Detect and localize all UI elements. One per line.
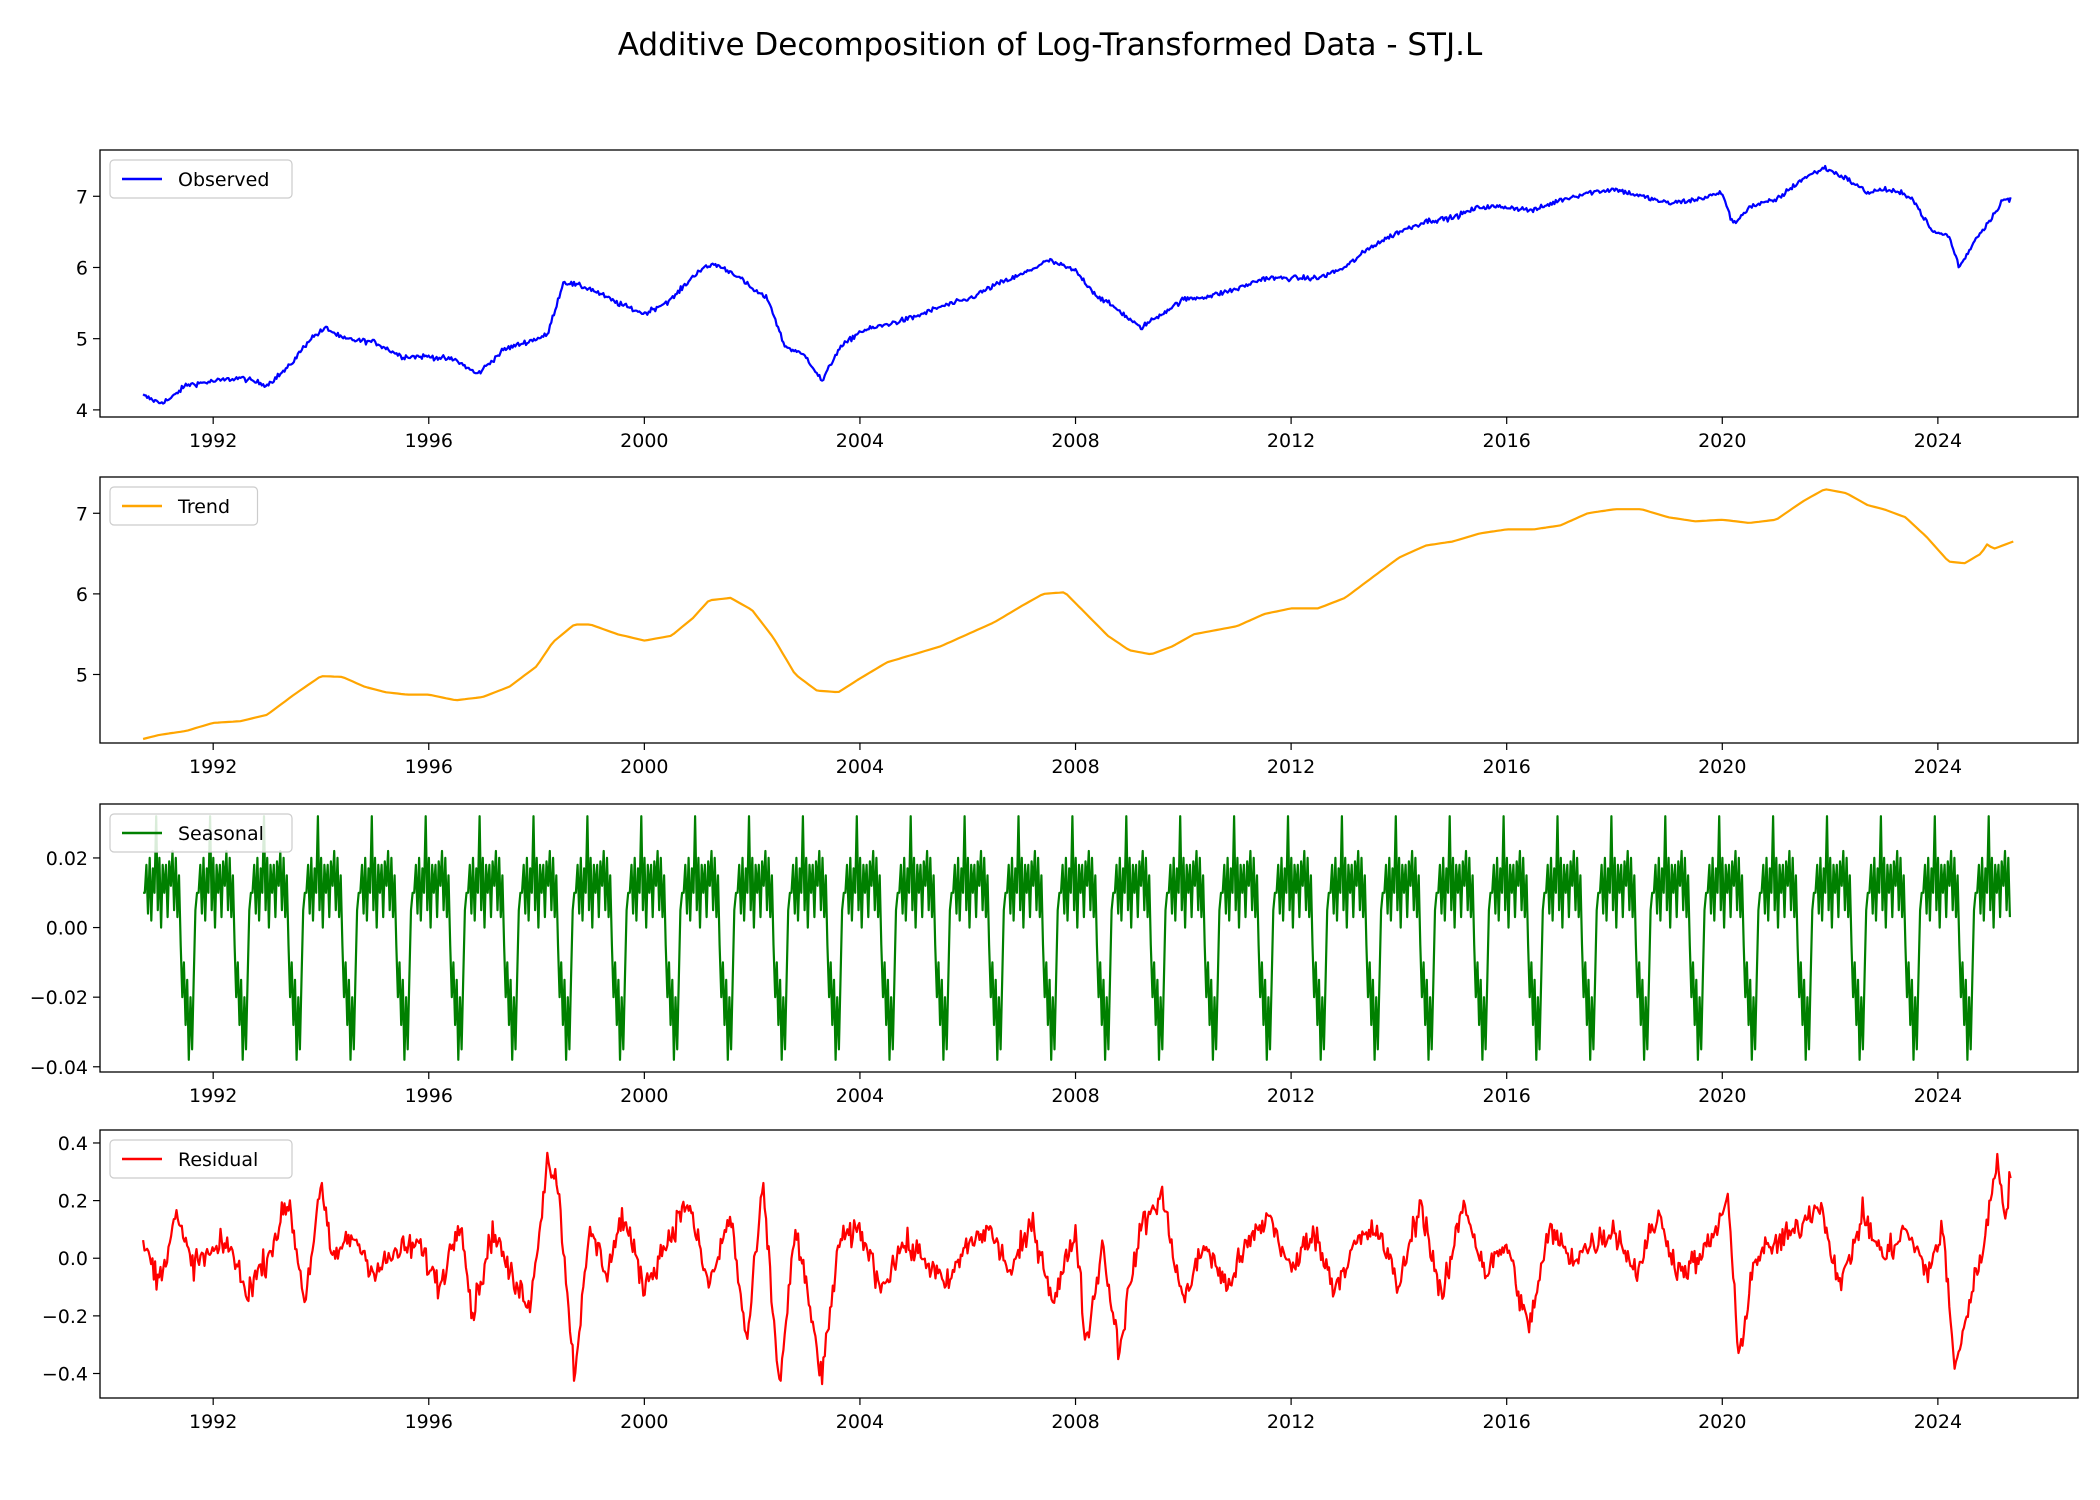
- x-tick-label: 2008: [1051, 430, 1099, 452]
- legend-label: Observed: [178, 169, 269, 191]
- y-tick-label: 0.00: [46, 918, 88, 940]
- x-tick-label: 1992: [189, 756, 237, 778]
- legend: Seasonal: [109, 813, 293, 853]
- axes-frame: [99, 1129, 2079, 1399]
- legend: Observed: [109, 159, 293, 199]
- x-tick-label: 2016: [1483, 756, 1531, 778]
- x-tick-label: 2012: [1267, 1085, 1315, 1107]
- series-line-seasonal: [143, 815, 2011, 1061]
- x-tick-label: 2008: [1051, 1411, 1099, 1433]
- axes-frame: [99, 803, 2079, 1073]
- x-tick-label: 2012: [1267, 756, 1315, 778]
- legend: Residual: [109, 1139, 293, 1179]
- panels: 1992 1996 2000 2004 2008 2012 2016 2020 2024 4 5 6 7…: [30, 149, 2079, 1433]
- x-tick-label: 1996: [405, 430, 453, 452]
- x-tick-label: 2020: [1698, 756, 1746, 778]
- panel-observed: 1992 1996 2000 2004 2008 2012 2016 2020 2024 4 5 6 7…: [76, 149, 2079, 452]
- y-tick-label: 6: [76, 257, 88, 279]
- legend-box: [109, 159, 293, 199]
- y-tick-label: 0.0: [58, 1248, 88, 1270]
- x-tick-label: 2000: [620, 1085, 668, 1107]
- y-tick-label: 5: [76, 329, 88, 351]
- y-tick-label: 0.4: [58, 1133, 88, 1155]
- x-tick-label: 1992: [189, 1085, 237, 1107]
- legend-box: [109, 486, 259, 526]
- x-tick-label: 2000: [620, 1411, 668, 1433]
- y-tick-label: 0.2: [58, 1191, 88, 1213]
- x-tick-label: 2020: [1698, 1085, 1746, 1107]
- x-tick-label: 1992: [189, 430, 237, 452]
- x-tick-label: 1992: [189, 1411, 237, 1433]
- y-tick-label: −0.04: [30, 1057, 88, 1079]
- x-tick-label: 2004: [836, 430, 884, 452]
- y-tick-label: 7: [76, 503, 88, 525]
- x-tick-label: 2008: [1051, 1085, 1099, 1107]
- y-tick-label: −0.4: [42, 1364, 88, 1386]
- x-tick-label: 2012: [1267, 1411, 1315, 1433]
- series-line-residual: [142, 1151, 2012, 1386]
- x-tick-label: 2020: [1698, 430, 1746, 452]
- x-tick-label: 2000: [620, 430, 668, 452]
- x-tick-label: 2004: [836, 756, 884, 778]
- x-tick-label: 1996: [405, 1411, 453, 1433]
- x-tick-label: 1996: [405, 1085, 453, 1107]
- series-line-observed: [142, 164, 2012, 405]
- x-tick-label: 2004: [836, 1085, 884, 1107]
- series-line-trend: [142, 488, 2014, 741]
- legend-box: [109, 813, 293, 853]
- x-tick-label: 2016: [1483, 1411, 1531, 1433]
- legend: Trend: [109, 486, 259, 526]
- y-tick-label: 0.02: [46, 848, 88, 870]
- x-tick-label: 2004: [836, 1411, 884, 1433]
- legend-label: Seasonal: [178, 823, 264, 845]
- legend-label: Residual: [178, 1149, 258, 1171]
- x-tick-label: 2016: [1483, 430, 1531, 452]
- panel-seasonal: 1992 1996 2000 2004 2008 2012 2016 2020 2024 −0.0…: [30, 803, 2079, 1107]
- x-tick-label: 2000: [620, 756, 668, 778]
- y-tick-label: −0.2: [42, 1306, 88, 1328]
- y-tick-label: 6: [76, 584, 88, 606]
- legend-box: [109, 1139, 293, 1179]
- y-tick-label: 4: [76, 400, 88, 422]
- y-tick-label: −0.02: [30, 987, 88, 1009]
- y-tick-label: 5: [76, 664, 88, 686]
- x-tick-label: 2016: [1483, 1085, 1531, 1107]
- x-tick-label: 2024: [1914, 756, 1962, 778]
- x-tick-label: 2012: [1267, 430, 1315, 452]
- x-tick-label: 2024: [1914, 430, 1962, 452]
- panel-residual: 1992 1996 2000 2004 2008 2012 2016 2020 2024 −0.4…: [42, 1129, 2079, 1433]
- x-tick-label: 1996: [405, 756, 453, 778]
- legend-label: Trend: [177, 496, 230, 518]
- figure-title: Additive Decomposition of Log-Transforme…: [618, 27, 1483, 63]
- x-tick-label: 2008: [1051, 756, 1099, 778]
- x-tick-label: 2024: [1914, 1085, 1962, 1107]
- x-tick-label: 2020: [1698, 1411, 1746, 1433]
- x-tick-label: 2024: [1914, 1411, 1962, 1433]
- axes-frame: [99, 149, 2079, 418]
- y-tick-label: 7: [76, 186, 88, 208]
- panel-trend: 1992 1996 2000 2004 2008 2012 2016 2020 2024 5 6 7 T…: [76, 476, 2079, 778]
- axes-frame: [99, 476, 2079, 744]
